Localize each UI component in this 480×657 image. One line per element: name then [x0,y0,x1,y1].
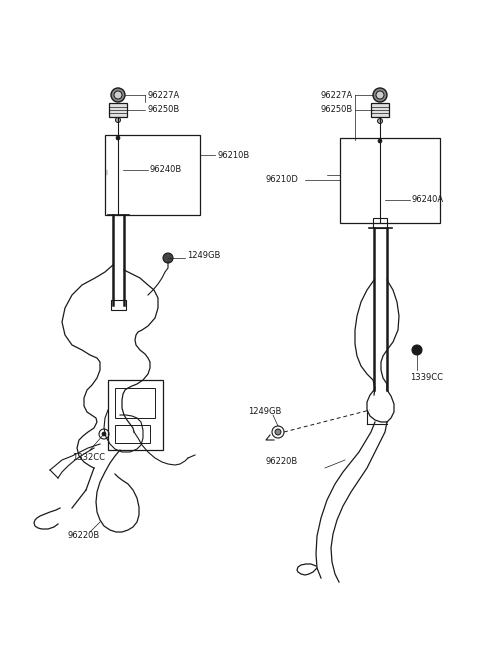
Bar [109,103,127,117]
Bar [115,388,155,418]
Bar [115,425,150,443]
Circle shape [102,432,106,436]
Text: 96210D: 96210D [265,175,298,185]
Circle shape [378,139,382,143]
Text: 96240A: 96240A [412,196,444,204]
Bar [108,380,163,450]
Circle shape [376,91,384,99]
Text: 96240B: 96240B [150,166,182,175]
Text: 96227A: 96227A [147,91,179,99]
Text: 96220B: 96220B [265,457,297,466]
Bar [373,218,387,228]
Circle shape [114,91,122,99]
Text: 96220B: 96220B [68,530,100,539]
Circle shape [373,88,387,102]
Bar [371,103,389,117]
Circle shape [275,429,281,435]
Bar [105,135,200,215]
Text: 1249GB: 1249GB [187,252,220,260]
Circle shape [412,345,422,355]
Circle shape [116,118,120,122]
Circle shape [163,253,173,263]
Text: 1332CC: 1332CC [72,453,105,463]
Circle shape [111,88,125,102]
Text: 1249GB: 1249GB [248,407,281,417]
Text: 1339CC: 1339CC [410,373,443,382]
Text: 96250B: 96250B [147,106,179,114]
Text: 96250B: 96250B [321,106,353,114]
Bar [340,138,440,223]
Text: 96210B: 96210B [217,150,249,160]
Circle shape [377,118,383,124]
Circle shape [116,136,120,140]
Text: 96227A: 96227A [321,91,353,99]
Bar [111,300,126,310]
